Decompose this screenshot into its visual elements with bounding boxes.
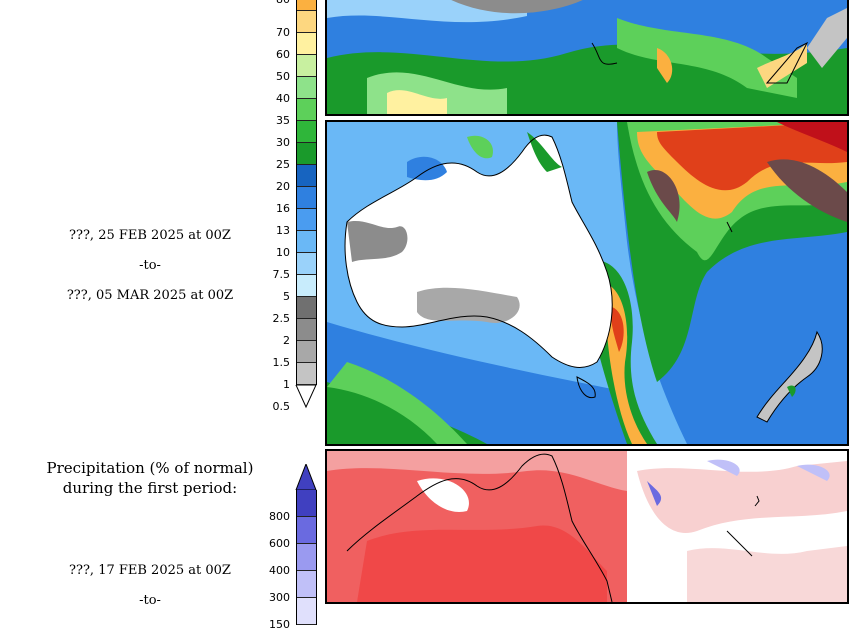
- rain-colorbar-segment: [297, 319, 316, 341]
- rain-colorbar-segment: [297, 11, 316, 33]
- rain-colorbar-tick-label: 10: [276, 246, 290, 259]
- rain-colorbar-tick-label: 2: [283, 334, 290, 347]
- rain-colorbar-tick-label: 35: [276, 114, 290, 127]
- rain-colorbar-segment: [297, 121, 316, 143]
- rain-colorbar-segment: [297, 143, 316, 165]
- percent-map: [327, 451, 847, 602]
- rain-colorbar-segment: [297, 0, 316, 11]
- rain-colorbar-tick-label: 16: [276, 202, 290, 215]
- percent-colorbar-tick-label: 800: [269, 510, 290, 523]
- rain-period-end: ???, 05 MAR 2025 at 00Z: [66, 288, 234, 303]
- percent-colorbar-tick-label: 400: [269, 564, 290, 577]
- rain-colorbar-tick-label: 1.5: [272, 356, 291, 369]
- rain-colorbar-bar: [296, 0, 317, 385]
- rain-map: [327, 122, 847, 444]
- rain-colorbar-segment: [297, 253, 316, 275]
- rain-colorbar-min-arrow: [295, 385, 317, 409]
- percent-colorbar-segment: [297, 544, 316, 571]
- rain-map-previous: [327, 0, 847, 114]
- rain-colorbar-segment: [297, 99, 316, 121]
- percent-normal-title: Precipitation (% of normal) during the f…: [0, 458, 300, 498]
- rain-colorbar-tick-label: 5: [283, 290, 290, 303]
- percent-colorbar-tick-label: 300: [269, 591, 290, 604]
- rain-colorbar-tick-label: 13: [276, 224, 290, 237]
- percent-colorbar-segment: [297, 598, 316, 625]
- rain-colorbar-segment: [297, 363, 316, 385]
- percent-colorbar: 800 600 400 300 150: [0, 460, 320, 631]
- rain-period-start: ???, 25 FEB 2025 at 00Z: [69, 228, 231, 243]
- percent-colorbar-segment: [297, 571, 316, 598]
- rain-map-panel: [325, 120, 849, 446]
- rain-colorbar-tick-label: 25: [276, 158, 290, 171]
- rain-colorbar-segment: [297, 55, 316, 77]
- pct-period-start: ???, 17 FEB 2025 at 00Z: [69, 563, 231, 578]
- rain-colorbar-segment: [297, 77, 316, 99]
- rain-colorbar-tick-label: 40: [276, 92, 290, 105]
- rain-colorbar-segment: [297, 231, 316, 253]
- rain-colorbar-tick-label: 50: [276, 70, 290, 83]
- rain-colorbar-tick-label: 80: [250, 0, 290, 6]
- percent-colorbar-max-arrow: [295, 464, 317, 490]
- rain-colorbar-tick-label: 60: [276, 48, 290, 61]
- rain-colorbar-segment: [297, 187, 316, 209]
- rain-period-to: -to-: [139, 258, 161, 273]
- rain-colorbar-segment: [297, 275, 316, 297]
- rain-map-previous-panel: [325, 0, 849, 116]
- percent-colorbar-segment: [297, 517, 316, 544]
- rain-colorbar-segment: [297, 341, 316, 363]
- rain-colorbar-segment: [297, 209, 316, 231]
- rain-colorbar: 80 70 60 50 40 35 30 25 20 16 13 10 7.5 5 2.5 2 1.5 1 0.5: [0, 0, 320, 420]
- rain-colorbar-tick-label: 30: [276, 136, 290, 149]
- rain-colorbar-tick-label: 7.5: [272, 268, 291, 281]
- rain-colorbar-tick-label: 20: [276, 180, 290, 193]
- percent-colorbar-tick-label: 150: [269, 618, 290, 631]
- rain-colorbar-tick-label: 1: [283, 378, 290, 391]
- percent-colorbar-bar: [296, 490, 317, 625]
- rain-colorbar-segment: [297, 297, 316, 319]
- rain-colorbar-tick-label: 0.5: [272, 400, 291, 413]
- percent-colorbar-segment: [297, 490, 316, 517]
- rain-colorbar-tick-label: 70: [276, 26, 290, 39]
- percent-colorbar-tick-label: 600: [269, 537, 290, 550]
- percent-map-panel: [325, 449, 849, 604]
- rain-colorbar-tick-label: 2.5: [272, 312, 291, 325]
- rain-colorbar-segment: [297, 33, 316, 55]
- rain-colorbar-segment: [297, 165, 316, 187]
- percent-normal-title-line1: Precipitation (% of normal): [46, 459, 254, 477]
- percent-normal-title-line2: during the first period:: [62, 479, 238, 497]
